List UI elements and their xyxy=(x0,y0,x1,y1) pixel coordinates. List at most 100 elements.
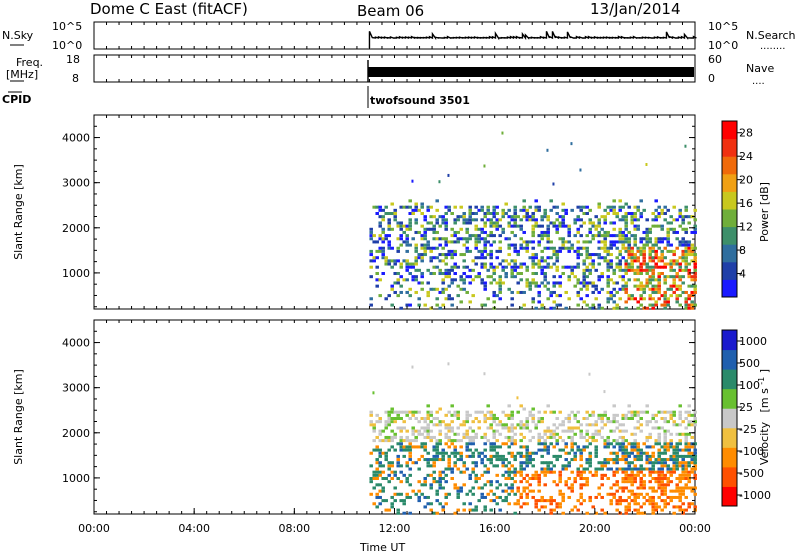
heatmap-cell xyxy=(642,256,646,260)
heatmap-cell xyxy=(405,439,409,443)
heatmap-cell xyxy=(420,256,424,260)
heatmap-cell xyxy=(426,435,430,439)
heatmap-cell xyxy=(501,499,505,503)
heatmap-cell xyxy=(501,131,504,135)
heatmap-cell xyxy=(687,306,691,310)
heatmap-cell xyxy=(600,272,604,276)
heatmap-cell xyxy=(498,454,502,458)
heatmap-cell xyxy=(636,284,640,288)
heatmap-cell xyxy=(426,221,430,225)
heatmap-cell xyxy=(597,278,601,282)
heatmap-cell xyxy=(615,454,619,458)
ytick-label: 3000 xyxy=(62,382,90,395)
heatmap-cell xyxy=(492,240,496,244)
heatmap-cell xyxy=(624,224,628,228)
heatmap-cell xyxy=(684,259,688,263)
heatmap-cell xyxy=(456,240,460,244)
heatmap-cell xyxy=(423,237,427,241)
heatmap-cell xyxy=(684,290,688,294)
heatmap-cell xyxy=(441,470,445,474)
heatmap-cell xyxy=(600,240,604,244)
heatmap-cell xyxy=(468,281,472,285)
heatmap-cell xyxy=(570,265,574,269)
heatmap-cell xyxy=(687,221,691,225)
heatmap-cell xyxy=(660,470,664,474)
heatmap-cell xyxy=(372,426,376,430)
heatmap-cell xyxy=(567,275,571,279)
heatmap-cell xyxy=(639,249,643,253)
heatmap-cell xyxy=(678,265,682,269)
heatmap-cell xyxy=(618,429,622,433)
heatmap-cell xyxy=(663,265,667,269)
heatmap-cell xyxy=(657,215,661,219)
heatmap-cell xyxy=(669,275,673,279)
heatmap-cell xyxy=(462,464,466,468)
heatmap-cell xyxy=(441,221,445,225)
heatmap-cell xyxy=(582,281,586,285)
heatmap-cell xyxy=(525,448,529,452)
heatmap-cell xyxy=(534,477,538,481)
heatmap-cell xyxy=(411,212,415,215)
heatmap-cell xyxy=(522,240,526,244)
heatmap-cell xyxy=(423,505,427,509)
heatmap-cell xyxy=(630,451,634,455)
heatmap-cell xyxy=(603,442,607,446)
heatmap-cell xyxy=(453,445,457,449)
heatmap-cell xyxy=(612,417,616,420)
heatmap-cell xyxy=(468,477,472,481)
heatmap-cell xyxy=(630,215,634,219)
heatmap-cell xyxy=(492,413,496,417)
heatmap-cell xyxy=(471,439,475,443)
heatmap-cell xyxy=(561,492,565,496)
ytick-label: 4000 xyxy=(62,132,90,145)
heatmap-cell xyxy=(624,262,628,266)
heatmap-cell xyxy=(663,262,667,266)
heatmap-cell xyxy=(447,435,451,439)
heatmap-cell xyxy=(447,208,451,212)
heatmap-cell xyxy=(624,300,628,304)
heatmap-cell xyxy=(519,306,523,310)
heatmap-cell xyxy=(465,246,469,250)
heatmap-cell xyxy=(585,256,589,260)
heatmap-cell xyxy=(399,417,403,420)
heatmap-cell xyxy=(384,435,388,439)
heatmap-cell xyxy=(426,240,430,244)
heatmap-cell xyxy=(630,467,634,471)
heatmap-cell xyxy=(483,505,487,509)
heatmap-cell xyxy=(414,410,418,414)
heatmap-cell xyxy=(663,439,667,443)
heatmap-cell xyxy=(405,205,409,209)
heatmap-cell xyxy=(438,253,442,257)
heatmap-cell xyxy=(420,287,424,291)
heatmap-cell xyxy=(678,287,682,291)
heatmap-cell xyxy=(585,458,589,462)
heatmap-cell xyxy=(669,445,673,449)
heatmap-cell xyxy=(453,432,457,436)
heatmap-cell xyxy=(519,420,523,424)
heatmap-cell xyxy=(471,454,475,458)
heatmap-cell xyxy=(591,413,595,417)
heatmap-cell xyxy=(438,180,441,184)
heatmap-cell xyxy=(582,435,586,439)
heatmap-cell xyxy=(444,268,448,272)
heatmap-cell xyxy=(408,243,412,247)
heatmap-cell xyxy=(471,451,475,455)
heatmap-cell xyxy=(579,483,583,487)
heatmap-cell xyxy=(594,227,598,231)
heatmap-cell xyxy=(387,420,391,424)
heatmap-cell xyxy=(657,212,661,215)
heatmap-cell xyxy=(573,249,577,253)
heatmap-cell xyxy=(399,435,403,439)
heatmap-cell xyxy=(477,227,481,231)
heatmap-cell xyxy=(522,486,526,490)
heatmap-cell xyxy=(552,480,556,484)
heatmap-cell xyxy=(429,227,433,231)
heatmap-cell xyxy=(447,423,451,427)
heatmap-cell xyxy=(495,205,499,209)
heatmap-cell xyxy=(576,246,580,250)
heatmap-cell xyxy=(375,495,379,499)
heatmap-cell xyxy=(543,442,547,446)
heatmap-cell xyxy=(456,265,460,269)
heatmap-cell xyxy=(678,423,682,427)
heatmap-cell xyxy=(420,492,424,496)
